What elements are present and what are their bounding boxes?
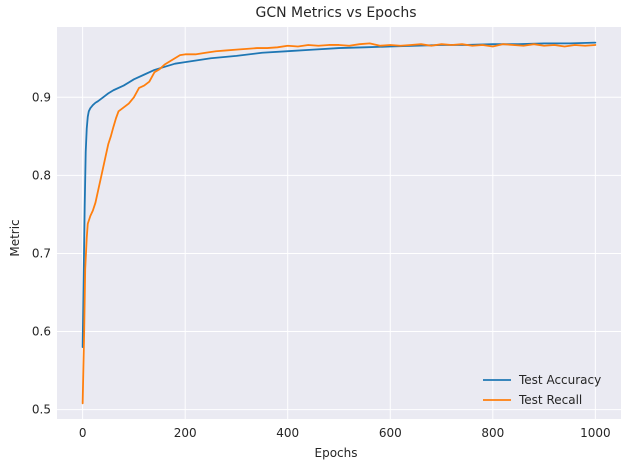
y-tick-label: 0.7	[32, 246, 51, 260]
y-axis-ticks: 0.5 0.6 0.7 0.8 0.9	[32, 90, 51, 416]
y-axis-label: Metric	[8, 219, 22, 256]
grid-lines	[57, 27, 621, 419]
x-tick-label: 200	[174, 426, 197, 440]
legend-label: Test Recall	[518, 393, 582, 407]
legend: Test Accuracy Test Recall	[483, 373, 601, 407]
series-layer	[81, 41, 597, 405]
series-line-test-recall	[81, 42, 597, 405]
x-tick-label: 0	[79, 426, 87, 440]
y-tick-label: 0.5	[32, 403, 51, 417]
x-tick-label: 1000	[580, 426, 611, 440]
x-tick-label: 400	[276, 426, 299, 440]
chart-title: GCN Metrics vs Epochs	[255, 5, 416, 21]
x-axis-ticks: 0 200 400 600 800 1000	[79, 426, 611, 440]
plot-area	[57, 27, 621, 419]
legend-label: Test Accuracy	[518, 373, 601, 387]
x-tick-label: 800	[481, 426, 504, 440]
y-tick-label: 0.8	[32, 168, 51, 182]
x-axis-label: Epochs	[315, 446, 358, 460]
y-tick-label: 0.9	[32, 90, 51, 104]
x-tick-label: 600	[379, 426, 402, 440]
y-tick-label: 0.6	[32, 325, 51, 339]
